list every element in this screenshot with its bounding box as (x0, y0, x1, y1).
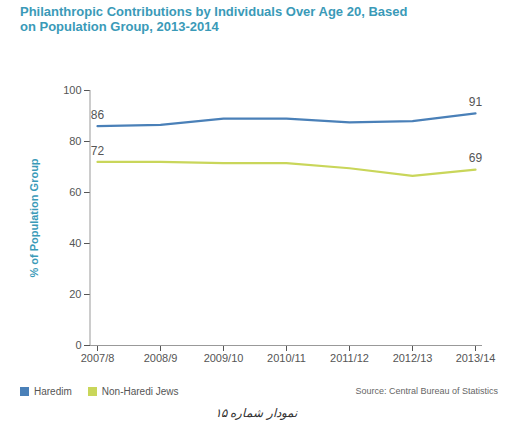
svg-text:40: 40 (69, 237, 81, 249)
svg-text:2009/10: 2009/10 (204, 352, 244, 364)
svg-text:2008/9: 2008/9 (144, 352, 178, 364)
svg-text:0: 0 (75, 339, 81, 351)
html-text:Non-Haredi Jews: Non-Haredi Jews (101, 385, 179, 397)
svg-text:72: 72 (91, 144, 105, 158)
html-text:Haredim: Haredim (34, 385, 72, 397)
svg-text:2007/8: 2007/8 (81, 352, 115, 364)
svg-text:69: 69 (469, 151, 483, 165)
svg-text:20: 20 (69, 288, 81, 300)
svg-text:100: 100 (63, 84, 81, 96)
svg-text:60: 60 (69, 186, 81, 198)
svg-text:2013/14: 2013/14 (456, 352, 496, 364)
svg-text:91: 91 (469, 95, 483, 109)
svg-text:86: 86 (91, 108, 105, 122)
svg-text:80: 80 (69, 135, 81, 147)
html-text:Source: Central Bureau of Stat: Source: Central Bureau of Statistics (355, 386, 498, 396)
html-text:Philanthropic Contributions by: Philanthropic Contributions by Individua… (20, 4, 408, 34)
svg-text:2012/13: 2012/13 (393, 352, 433, 364)
svg-text:2011/12: 2011/12 (330, 352, 369, 364)
html-text:نمودار شماره ۱۵: نمودار شماره ۱۵ (214, 406, 298, 420)
svg-text:2010/11: 2010/11 (267, 352, 306, 364)
svg-text:% of Population Group: % of Population Group (28, 158, 40, 277)
